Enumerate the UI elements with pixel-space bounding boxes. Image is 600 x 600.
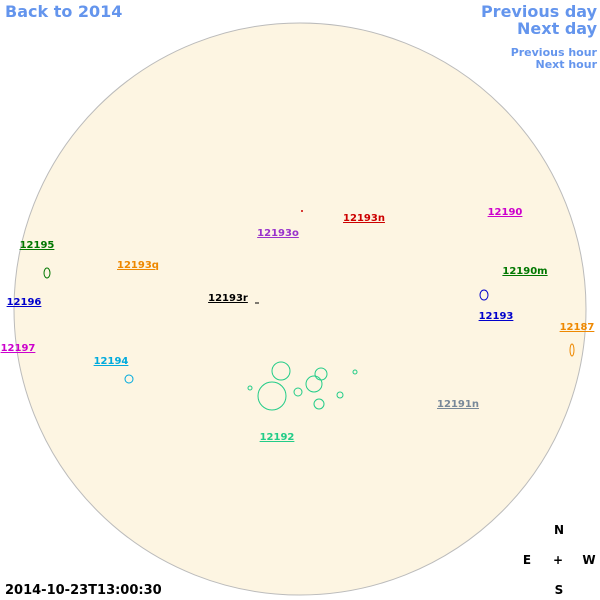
- region-label[interactable]: 12192: [260, 432, 295, 443]
- spots-12187: [569, 343, 575, 357]
- region-label[interactable]: 12193q: [117, 260, 159, 271]
- region-label[interactable]: 12190m: [502, 266, 547, 277]
- region-label[interactable]: 12194: [94, 356, 129, 367]
- spots-12193: [479, 289, 489, 301]
- sunspots: [43, 210, 575, 411]
- spots-12194: [124, 374, 134, 384]
- solar-disk: [13, 22, 587, 596]
- region-label[interactable]: 12197: [1, 343, 36, 354]
- timestamp: 2014-10-23T13:00:30: [5, 583, 162, 598]
- previous-day-link[interactable]: Previous day: [481, 2, 598, 21]
- region-label[interactable]: 12193: [479, 311, 514, 322]
- region-label[interactable]: 12193o: [257, 228, 299, 239]
- region-label[interactable]: 12196: [7, 297, 42, 308]
- compass-east: E: [523, 553, 531, 567]
- spot-12193n: [301, 210, 303, 212]
- region-label[interactable]: 12193r: [208, 293, 248, 304]
- previous-hour-link[interactable]: Previous hour: [511, 46, 598, 59]
- compass-west: W: [582, 553, 595, 567]
- region-label[interactable]: 12191n: [437, 399, 479, 410]
- next-hour-link[interactable]: Next hour: [536, 58, 598, 71]
- back-link[interactable]: Back to 2014: [5, 2, 122, 21]
- spots-12192: [247, 361, 358, 411]
- compass-north: N: [554, 523, 564, 537]
- compass-center: +: [553, 553, 563, 567]
- compass-south: S: [555, 583, 564, 597]
- spots-12195: [43, 267, 51, 279]
- next-day-link[interactable]: Next day: [517, 19, 598, 38]
- region-label[interactable]: 12190: [488, 207, 523, 218]
- region-label[interactable]: 12193n: [343, 213, 385, 224]
- region-label[interactable]: 12195: [20, 240, 55, 251]
- region-label[interactable]: 12187: [560, 322, 595, 333]
